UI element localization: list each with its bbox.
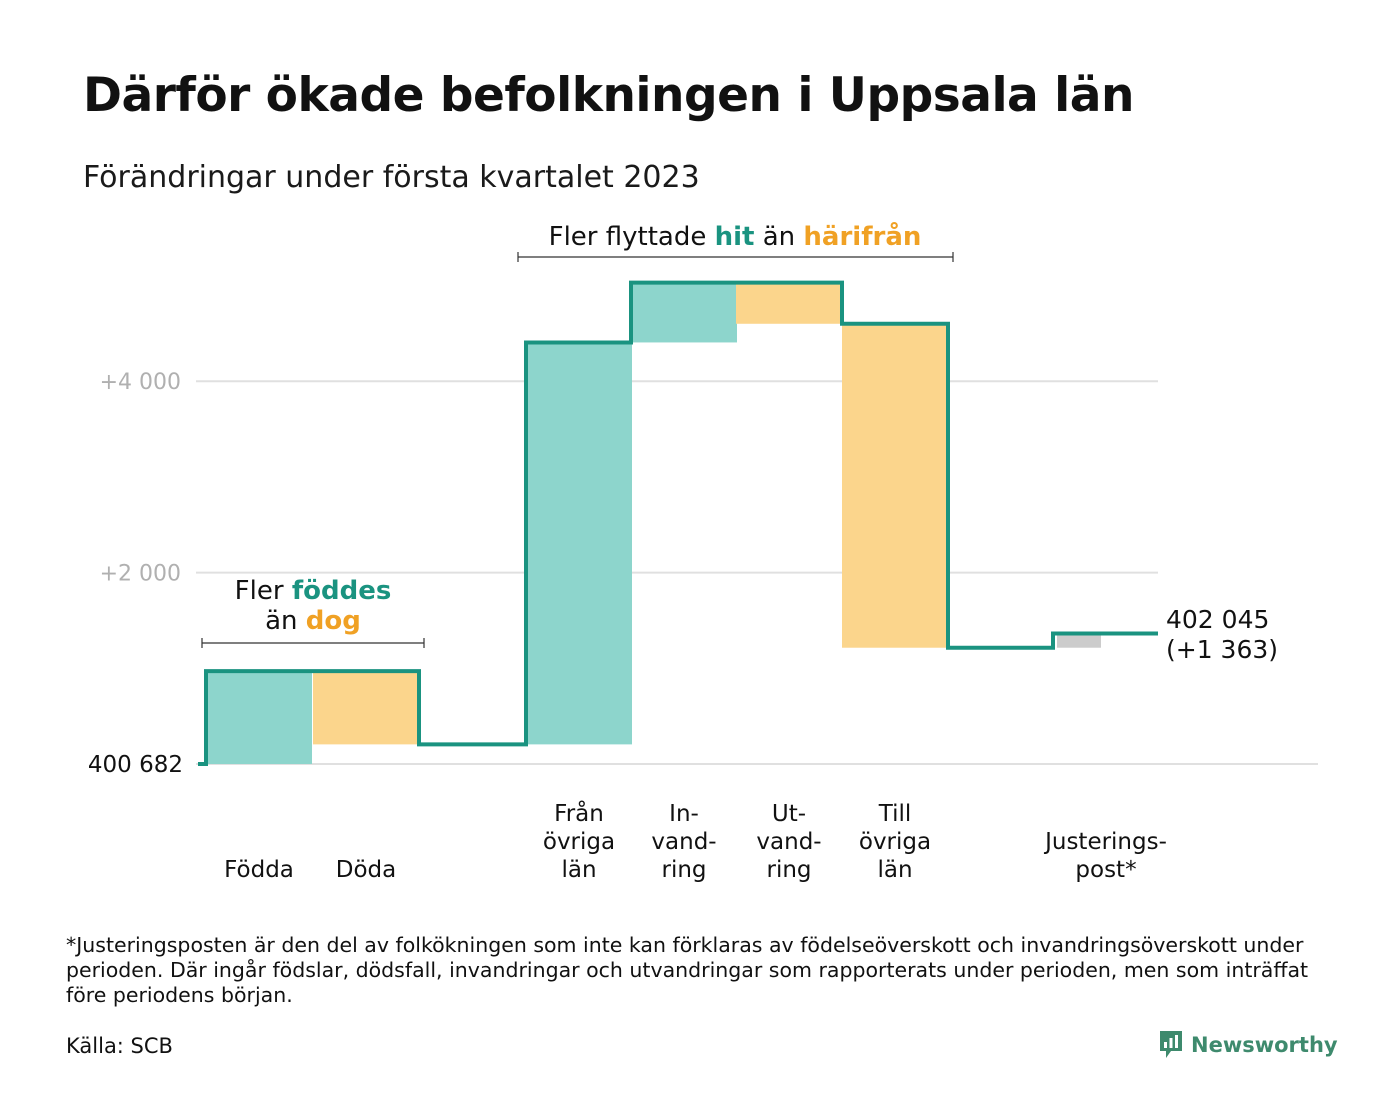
bar-adjustment [1057,633,1101,648]
category-label: Ut-vand-ring [756,801,821,883]
y-tick-label: +2 000 [100,562,181,587]
newsworthy-logo-icon [1160,1031,1182,1058]
y-tick-label: +4 000 [100,370,181,395]
cumulative-step-line [198,280,1158,766]
footnote: *Justeringsposten är den del av folkökni… [66,933,1309,1007]
annotation-births-line1: Fler föddes [235,576,392,606]
grid-layer [196,380,1318,765]
end-value-label: 402 045 [1166,605,1269,634]
category-label: In-vand-ring [651,801,716,883]
annotation-migration: Fler flyttade hit än härifrån [549,220,922,252]
category-label: Justerings-post* [1043,829,1167,883]
bar-decrease [736,282,842,324]
end-change-label: (+1 363) [1166,635,1278,664]
source-note: Källa: SCB [66,1034,173,1058]
bar-increase [206,671,312,764]
brand-logo: Newsworthy [1158,1027,1338,1063]
label-layer: +4 000 +2 000 400 682 402 045(+1 363) Födda D… [88,370,1278,883]
brand-name: Newsworthy [1191,1033,1338,1057]
chart-title: Därför ökade befolkningen i Uppsala län [83,68,1134,123]
category-label: Från övriga län [543,799,615,883]
start-value-label: 400 682 [88,752,183,778]
category-label: Till övriga län [859,801,931,883]
bar-decrease [842,323,948,648]
annotation-births-line2: än dog [265,606,361,636]
category-label: Döda [336,857,396,883]
bar-increase [526,342,632,745]
category-label: Födda [224,857,294,883]
bar-increase [631,282,737,343]
chart-subtitle: Förändringar under första kvartalet 2023 [83,160,700,195]
bar-layer [206,282,1101,764]
line-layer [198,280,1158,766]
bar-decrease [313,671,419,745]
